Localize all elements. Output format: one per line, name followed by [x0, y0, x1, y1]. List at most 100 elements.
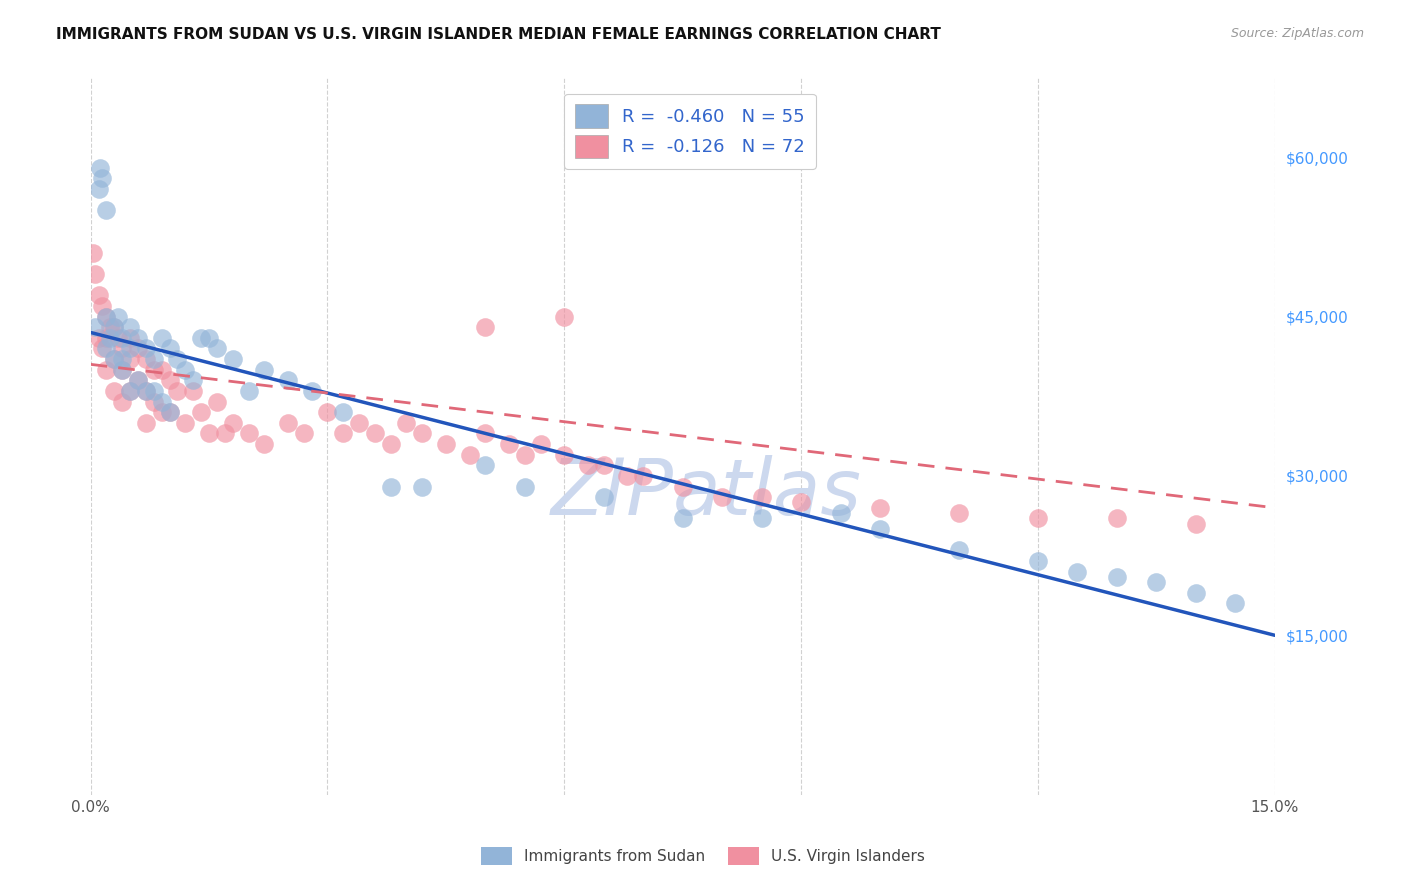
Point	[135, 384, 157, 398]
Point	[474, 426, 496, 441]
Point	[411, 479, 433, 493]
Point	[166, 352, 188, 367]
Point	[111, 394, 134, 409]
Point	[159, 373, 181, 387]
Point	[198, 426, 221, 441]
Point	[205, 342, 228, 356]
Point	[498, 437, 520, 451]
Point	[127, 373, 149, 387]
Point	[120, 342, 142, 356]
Point	[87, 182, 110, 196]
Point	[96, 331, 118, 345]
Point	[253, 437, 276, 451]
Point	[111, 342, 134, 356]
Point	[1144, 575, 1167, 590]
Point	[142, 352, 165, 367]
Point	[633, 469, 655, 483]
Point	[190, 405, 212, 419]
Point	[198, 331, 221, 345]
Point	[150, 405, 173, 419]
Point	[96, 203, 118, 218]
Point	[120, 384, 142, 398]
Point	[869, 522, 891, 536]
Point	[181, 373, 204, 387]
Point	[127, 373, 149, 387]
Point	[238, 384, 260, 398]
Point	[166, 384, 188, 398]
Point	[91, 342, 114, 356]
Point	[253, 362, 276, 376]
Text: ZIPatlas: ZIPatlas	[551, 456, 862, 532]
Point	[111, 331, 134, 345]
Point	[96, 310, 118, 324]
Point	[292, 426, 315, 441]
Point	[332, 426, 354, 441]
Point	[869, 500, 891, 515]
Point	[150, 331, 173, 345]
Point	[458, 448, 481, 462]
Point	[127, 342, 149, 356]
Point	[1026, 511, 1049, 525]
Point	[96, 310, 118, 324]
Point	[513, 448, 536, 462]
Point	[751, 511, 773, 525]
Point	[948, 543, 970, 558]
Point	[103, 320, 125, 334]
Point	[87, 288, 110, 302]
Point	[222, 416, 245, 430]
Point	[277, 373, 299, 387]
Point	[205, 394, 228, 409]
Point	[553, 448, 575, 462]
Point	[120, 384, 142, 398]
Text: IMMIGRANTS FROM SUDAN VS U.S. VIRGIN ISLANDER MEDIAN FEMALE EARNINGS CORRELATION: IMMIGRANTS FROM SUDAN VS U.S. VIRGIN ISL…	[56, 27, 941, 42]
Point	[103, 320, 125, 334]
Point	[174, 416, 197, 430]
Point	[592, 458, 614, 473]
Point	[411, 426, 433, 441]
Point	[89, 161, 111, 175]
Point	[238, 426, 260, 441]
Point	[120, 331, 142, 345]
Point	[96, 362, 118, 376]
Point	[301, 384, 323, 398]
Point	[1066, 565, 1088, 579]
Point	[530, 437, 553, 451]
Point	[1105, 511, 1128, 525]
Point	[948, 506, 970, 520]
Legend: Immigrants from Sudan, U.S. Virgin Islanders: Immigrants from Sudan, U.S. Virgin Islan…	[475, 841, 931, 871]
Point	[159, 405, 181, 419]
Point	[1185, 586, 1208, 600]
Point	[316, 405, 339, 419]
Point	[120, 352, 142, 367]
Point	[150, 394, 173, 409]
Point	[380, 479, 402, 493]
Point	[672, 479, 695, 493]
Point	[83, 267, 105, 281]
Point	[111, 352, 134, 367]
Point	[142, 394, 165, 409]
Point	[790, 495, 813, 509]
Point	[474, 458, 496, 473]
Point	[181, 384, 204, 398]
Point	[135, 416, 157, 430]
Text: Source: ZipAtlas.com: Source: ZipAtlas.com	[1230, 27, 1364, 40]
Point	[103, 384, 125, 398]
Point	[347, 416, 370, 430]
Point	[127, 331, 149, 345]
Point	[434, 437, 457, 451]
Point	[107, 331, 129, 345]
Point	[142, 384, 165, 398]
Point	[120, 320, 142, 334]
Point	[711, 490, 734, 504]
Point	[214, 426, 236, 441]
Point	[1105, 570, 1128, 584]
Point	[98, 320, 121, 334]
Point	[751, 490, 773, 504]
Point	[364, 426, 387, 441]
Point	[103, 352, 125, 367]
Point	[159, 405, 181, 419]
Point	[111, 362, 134, 376]
Point	[395, 416, 418, 430]
Point	[616, 469, 638, 483]
Point	[1225, 596, 1247, 610]
